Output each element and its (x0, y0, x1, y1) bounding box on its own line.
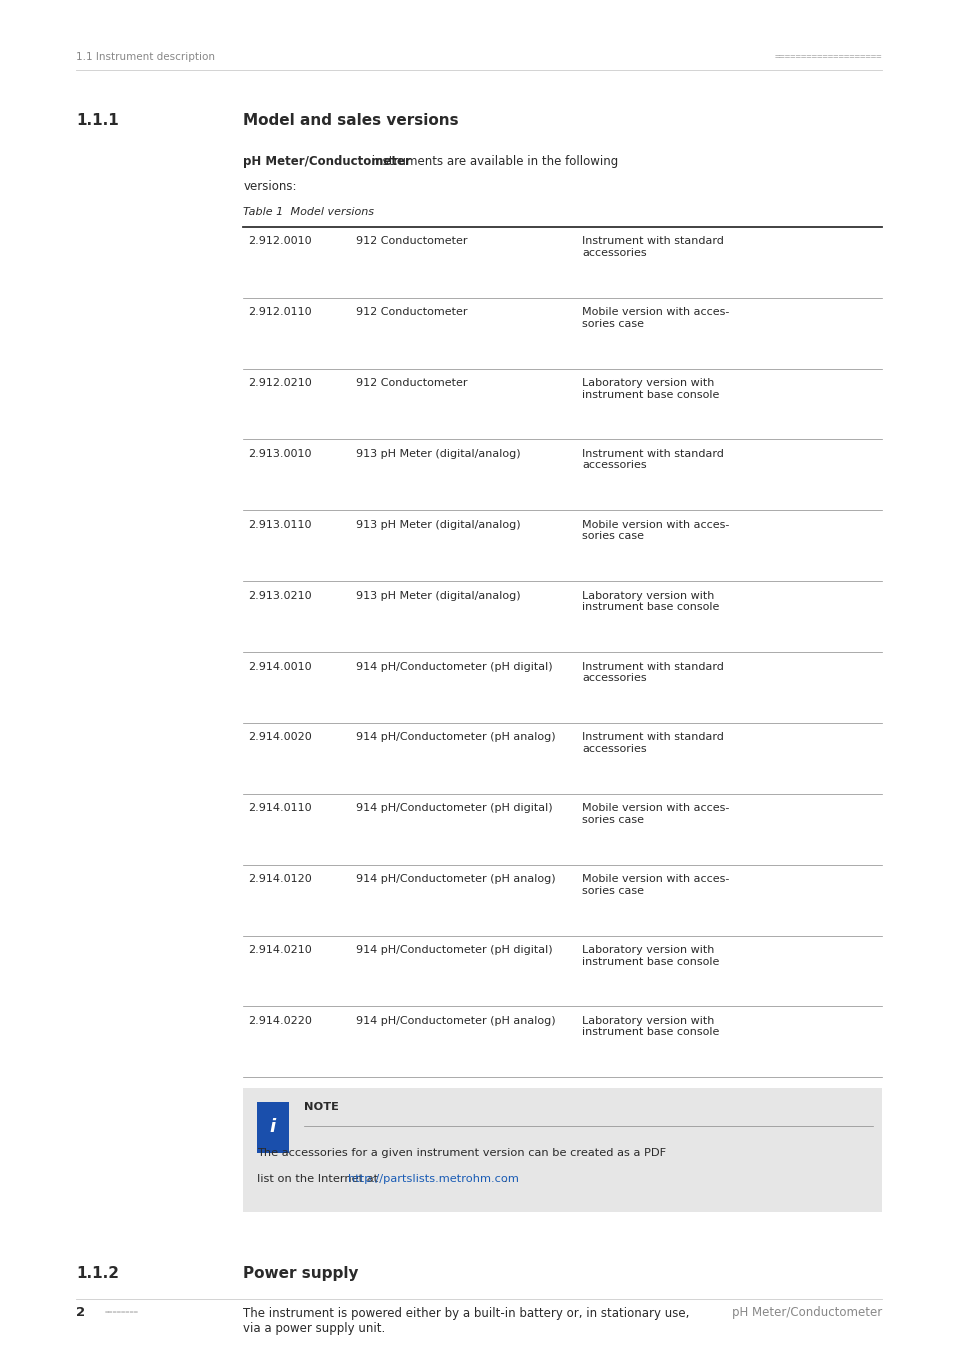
Text: Power supply: Power supply (243, 1266, 358, 1281)
Text: pH Meter/Conductometer: pH Meter/Conductometer (243, 155, 411, 169)
Text: Mobile version with acces-
sories case: Mobile version with acces- sories case (581, 520, 728, 541)
Text: 2.914.0220: 2.914.0220 (248, 1015, 312, 1026)
Text: 2.912.0110: 2.912.0110 (248, 308, 312, 317)
Text: Mobile version with acces-
sories case: Mobile version with acces- sories case (581, 875, 728, 896)
Text: 2.912.0210: 2.912.0210 (248, 378, 312, 387)
Text: 1.1.2: 1.1.2 (76, 1266, 119, 1281)
Text: 914 pH/Conductometer (pH digital): 914 pH/Conductometer (pH digital) (355, 662, 552, 671)
Text: Laboratory version with
instrument base console: Laboratory version with instrument base … (581, 591, 719, 613)
Text: .: . (503, 1174, 507, 1184)
Text: Table 1: Table 1 (243, 207, 283, 216)
Text: Instrument with standard
accessories: Instrument with standard accessories (581, 662, 723, 683)
Text: 2.914.0120: 2.914.0120 (248, 875, 312, 884)
Text: http://partslists.metrohm.com: http://partslists.metrohm.com (348, 1174, 518, 1184)
Text: Laboratory version with
instrument base console: Laboratory version with instrument base … (581, 945, 719, 967)
Text: 1.1 Instrument description: 1.1 Instrument description (76, 51, 215, 62)
Text: ====================: ==================== (774, 53, 882, 61)
Text: 2.913.0010: 2.913.0010 (248, 448, 312, 459)
Text: Instrument with standard
accessories: Instrument with standard accessories (581, 732, 723, 753)
Text: NOTE: NOTE (304, 1102, 339, 1111)
Text: 914 pH/Conductometer (pH analog): 914 pH/Conductometer (pH analog) (355, 1015, 555, 1026)
Text: Instrument with standard
accessories: Instrument with standard accessories (581, 448, 723, 471)
Text: 914 pH/Conductometer (pH analog): 914 pH/Conductometer (pH analog) (355, 875, 555, 884)
Text: 913 pH Meter (digital/analog): 913 pH Meter (digital/analog) (355, 591, 520, 601)
Text: i: i (270, 1118, 275, 1137)
Text: 2.914.0110: 2.914.0110 (248, 803, 312, 813)
Text: 2.912.0010: 2.912.0010 (248, 236, 312, 246)
Text: ========: ======== (105, 1310, 139, 1315)
FancyBboxPatch shape (243, 1088, 882, 1212)
Text: 2.914.0210: 2.914.0210 (248, 945, 312, 954)
Text: 1.1.1: 1.1.1 (76, 113, 119, 128)
Text: 2.914.0020: 2.914.0020 (248, 732, 312, 742)
Text: The instrument is powered either by a built-in battery or, in stationary use,
vi: The instrument is powered either by a bu… (243, 1307, 689, 1335)
FancyBboxPatch shape (256, 1102, 289, 1153)
Text: 2.913.0210: 2.913.0210 (248, 591, 312, 601)
Text: versions:: versions: (243, 180, 296, 193)
Text: 913 pH Meter (digital/analog): 913 pH Meter (digital/analog) (355, 520, 520, 529)
Text: 914 pH/Conductometer (pH analog): 914 pH/Conductometer (pH analog) (355, 732, 555, 742)
Text: pH Meter/Conductometer: pH Meter/Conductometer (732, 1305, 882, 1319)
Text: 914 pH/Conductometer (pH digital): 914 pH/Conductometer (pH digital) (355, 803, 552, 813)
Text: 914 pH/Conductometer (pH digital): 914 pH/Conductometer (pH digital) (355, 945, 552, 954)
Text: instruments are available in the following: instruments are available in the followi… (368, 155, 618, 169)
Text: 2: 2 (76, 1305, 86, 1319)
Text: 912 Conductometer: 912 Conductometer (355, 236, 467, 246)
Text: Mobile version with acces-
sories case: Mobile version with acces- sories case (581, 308, 728, 329)
Text: Laboratory version with
instrument base console: Laboratory version with instrument base … (581, 378, 719, 400)
Text: 912 Conductometer: 912 Conductometer (355, 308, 467, 317)
Text: Laboratory version with
instrument base console: Laboratory version with instrument base … (581, 1015, 719, 1037)
Text: 2.913.0110: 2.913.0110 (248, 520, 312, 529)
Text: Model and sales versions: Model and sales versions (243, 113, 458, 128)
Text: 2.914.0010: 2.914.0010 (248, 662, 312, 671)
Text: Mobile version with acces-
sories case: Mobile version with acces- sories case (581, 803, 728, 825)
Text: list on the Internet at: list on the Internet at (256, 1174, 381, 1184)
Text: 912 Conductometer: 912 Conductometer (355, 378, 467, 387)
Text: Model versions: Model versions (279, 207, 374, 216)
Text: Instrument with standard
accessories: Instrument with standard accessories (581, 236, 723, 258)
Text: 913 pH Meter (digital/analog): 913 pH Meter (digital/analog) (355, 448, 520, 459)
Text: The accessories for a given instrument version can be created as a PDF: The accessories for a given instrument v… (256, 1148, 665, 1157)
